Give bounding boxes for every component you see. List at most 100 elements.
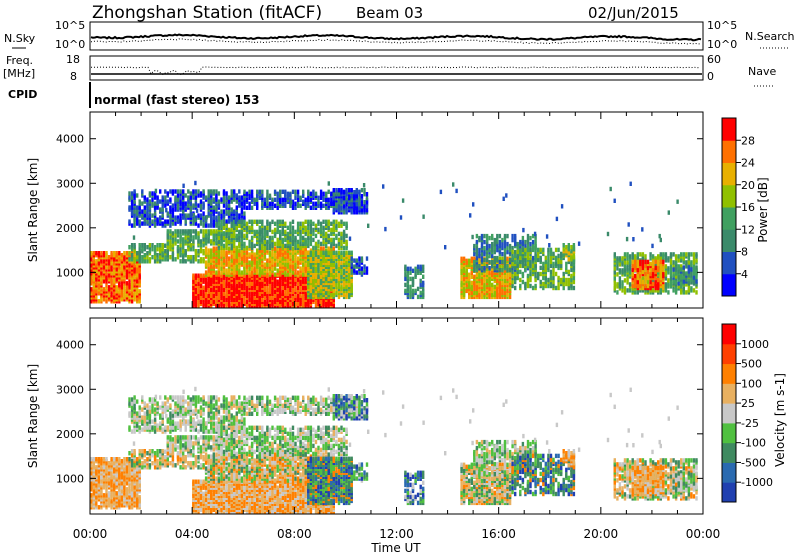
power-cell	[253, 243, 256, 249]
power-cell	[258, 229, 261, 235]
power-data	[90, 180, 698, 308]
power-cell	[547, 277, 550, 283]
power-cell	[475, 239, 479, 245]
power-cell	[227, 195, 231, 200]
power-cell	[544, 279, 547, 285]
power-cell	[266, 225, 269, 230]
power-cell	[312, 288, 315, 294]
power-cell	[215, 193, 218, 198]
power-cell	[184, 213, 187, 218]
power-cell	[156, 257, 159, 262]
power-cell	[273, 262, 277, 267]
power-cell	[322, 225, 325, 230]
freq-tick-high: 18	[66, 53, 80, 66]
power-cell	[332, 292, 335, 298]
power-cell	[187, 189, 190, 194]
power-cell	[567, 285, 570, 291]
power-cell	[317, 292, 320, 298]
power-cell	[478, 235, 481, 241]
power-cell	[317, 274, 320, 279]
power-cell	[330, 199, 333, 204]
power-cell	[325, 248, 328, 253]
power-cell	[248, 205, 251, 210]
power-cell	[519, 239, 522, 245]
power-cell	[534, 283, 537, 289]
power-cell	[350, 282, 353, 288]
power-cell	[225, 260, 228, 265]
power-cell	[496, 237, 499, 243]
power-cell	[506, 288, 509, 294]
power-cell	[271, 219, 274, 224]
power-cell	[212, 273, 215, 278]
power-cell	[503, 255, 507, 261]
power-cell	[184, 201, 187, 206]
power-cell	[537, 253, 540, 259]
power-cell	[174, 195, 177, 200]
power-cell	[97, 299, 101, 304]
power-cell	[667, 256, 670, 261]
power-cell	[212, 264, 215, 269]
power-cell	[547, 259, 550, 265]
noise-panel	[89, 21, 704, 51]
power-cell	[348, 262, 351, 267]
power-cell	[342, 250, 346, 255]
power-cell	[337, 231, 341, 237]
power-cell	[235, 193, 238, 198]
power-cell	[416, 264, 420, 269]
power-cell	[166, 229, 169, 234]
power-cell	[286, 191, 290, 196]
power-cell	[296, 193, 300, 198]
power-cell	[250, 266, 254, 271]
power-cell	[501, 237, 504, 243]
power-cell	[215, 239, 218, 244]
power-cell	[475, 249, 479, 255]
power-cell	[245, 299, 249, 304]
power-cell	[215, 205, 218, 210]
power-cell	[309, 205, 313, 210]
power-cell	[256, 229, 259, 235]
power-cell	[506, 245, 509, 251]
power-cell	[238, 268, 241, 273]
power-cell	[531, 243, 535, 249]
station-title: Zhongshan Station (fitACF)	[92, 3, 322, 23]
power-cell	[245, 233, 249, 239]
power-cell	[146, 203, 149, 208]
power-cell	[227, 270, 231, 275]
power-cell	[225, 250, 228, 255]
power-cell	[174, 229, 177, 234]
power-cell	[187, 199, 190, 204]
power-cell	[493, 241, 496, 247]
power-cell	[501, 259, 504, 265]
power-cell	[547, 283, 550, 289]
power-cell	[123, 251, 126, 256]
power-cell	[363, 188, 366, 193]
power-cell	[309, 248, 313, 253]
power-cell	[562, 247, 565, 252]
power-cell	[414, 288, 417, 294]
power-cell	[330, 258, 333, 263]
power-cell	[360, 270, 364, 275]
power-cell	[197, 203, 200, 208]
power-cell	[141, 259, 144, 264]
power-cell	[669, 260, 673, 265]
power-cell	[664, 282, 668, 287]
power-cell	[498, 268, 502, 273]
power-cell	[279, 233, 282, 239]
power-cell	[243, 273, 246, 278]
power-cell	[325, 231, 328, 237]
power-cell	[348, 274, 351, 279]
power-cell	[235, 225, 238, 230]
power-cell	[273, 227, 277, 233]
power-cell	[151, 201, 154, 206]
power-cell	[654, 288, 657, 293]
power-cell	[358, 200, 361, 205]
power-cell	[222, 197, 226, 202]
power-cell	[169, 219, 172, 224]
power-cell	[268, 227, 272, 233]
power-cell	[202, 257, 205, 262]
power-cell	[342, 196, 346, 201]
power-cell	[404, 272, 407, 277]
power-cell	[199, 221, 203, 226]
power-cell	[534, 263, 537, 269]
power-cell	[146, 209, 149, 214]
